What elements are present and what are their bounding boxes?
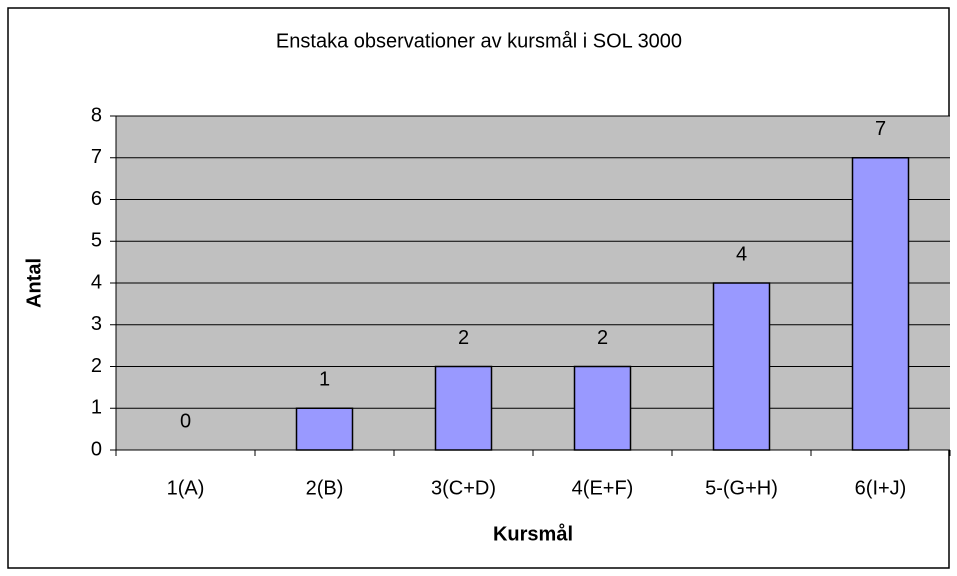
data-label: 2: [597, 327, 608, 349]
bar: [434, 365, 493, 451]
data-label: 2: [458, 327, 469, 349]
x-tick-label: 1(A): [167, 477, 205, 499]
x-axis-label: Kursmål: [493, 522, 573, 545]
y-tick-label: 4: [91, 271, 102, 293]
bar: [851, 157, 910, 451]
x-tick-label: 2(B): [306, 477, 344, 499]
y-axis-label: Antal: [23, 258, 45, 308]
bar: [712, 282, 771, 451]
data-label: 7: [875, 118, 886, 140]
y-tick-label: 3: [91, 313, 102, 335]
y-tick-label: 0: [91, 438, 102, 460]
data-label: 4: [736, 243, 747, 265]
y-tick-label: 2: [91, 355, 102, 377]
y-tick-label: 1: [91, 397, 102, 419]
x-tick-label: 5-(G+H): [705, 477, 778, 499]
y-tick-label: 6: [91, 188, 102, 210]
x-tick-label: 6(I+J): [855, 477, 907, 499]
data-label: 0: [180, 410, 191, 432]
y-tick-label: 8: [91, 104, 102, 126]
bar: [573, 365, 632, 451]
x-tick-label: 3(C+D): [431, 477, 496, 499]
x-tick-label: 4(E+F): [572, 477, 634, 499]
y-tick-label: 7: [91, 146, 102, 168]
y-tick-label: 5: [91, 230, 102, 252]
chart-title: Enstaka observationer av kursmål i SOL 3…: [276, 30, 682, 52]
bar: [295, 407, 354, 451]
data-label: 1: [319, 369, 330, 391]
